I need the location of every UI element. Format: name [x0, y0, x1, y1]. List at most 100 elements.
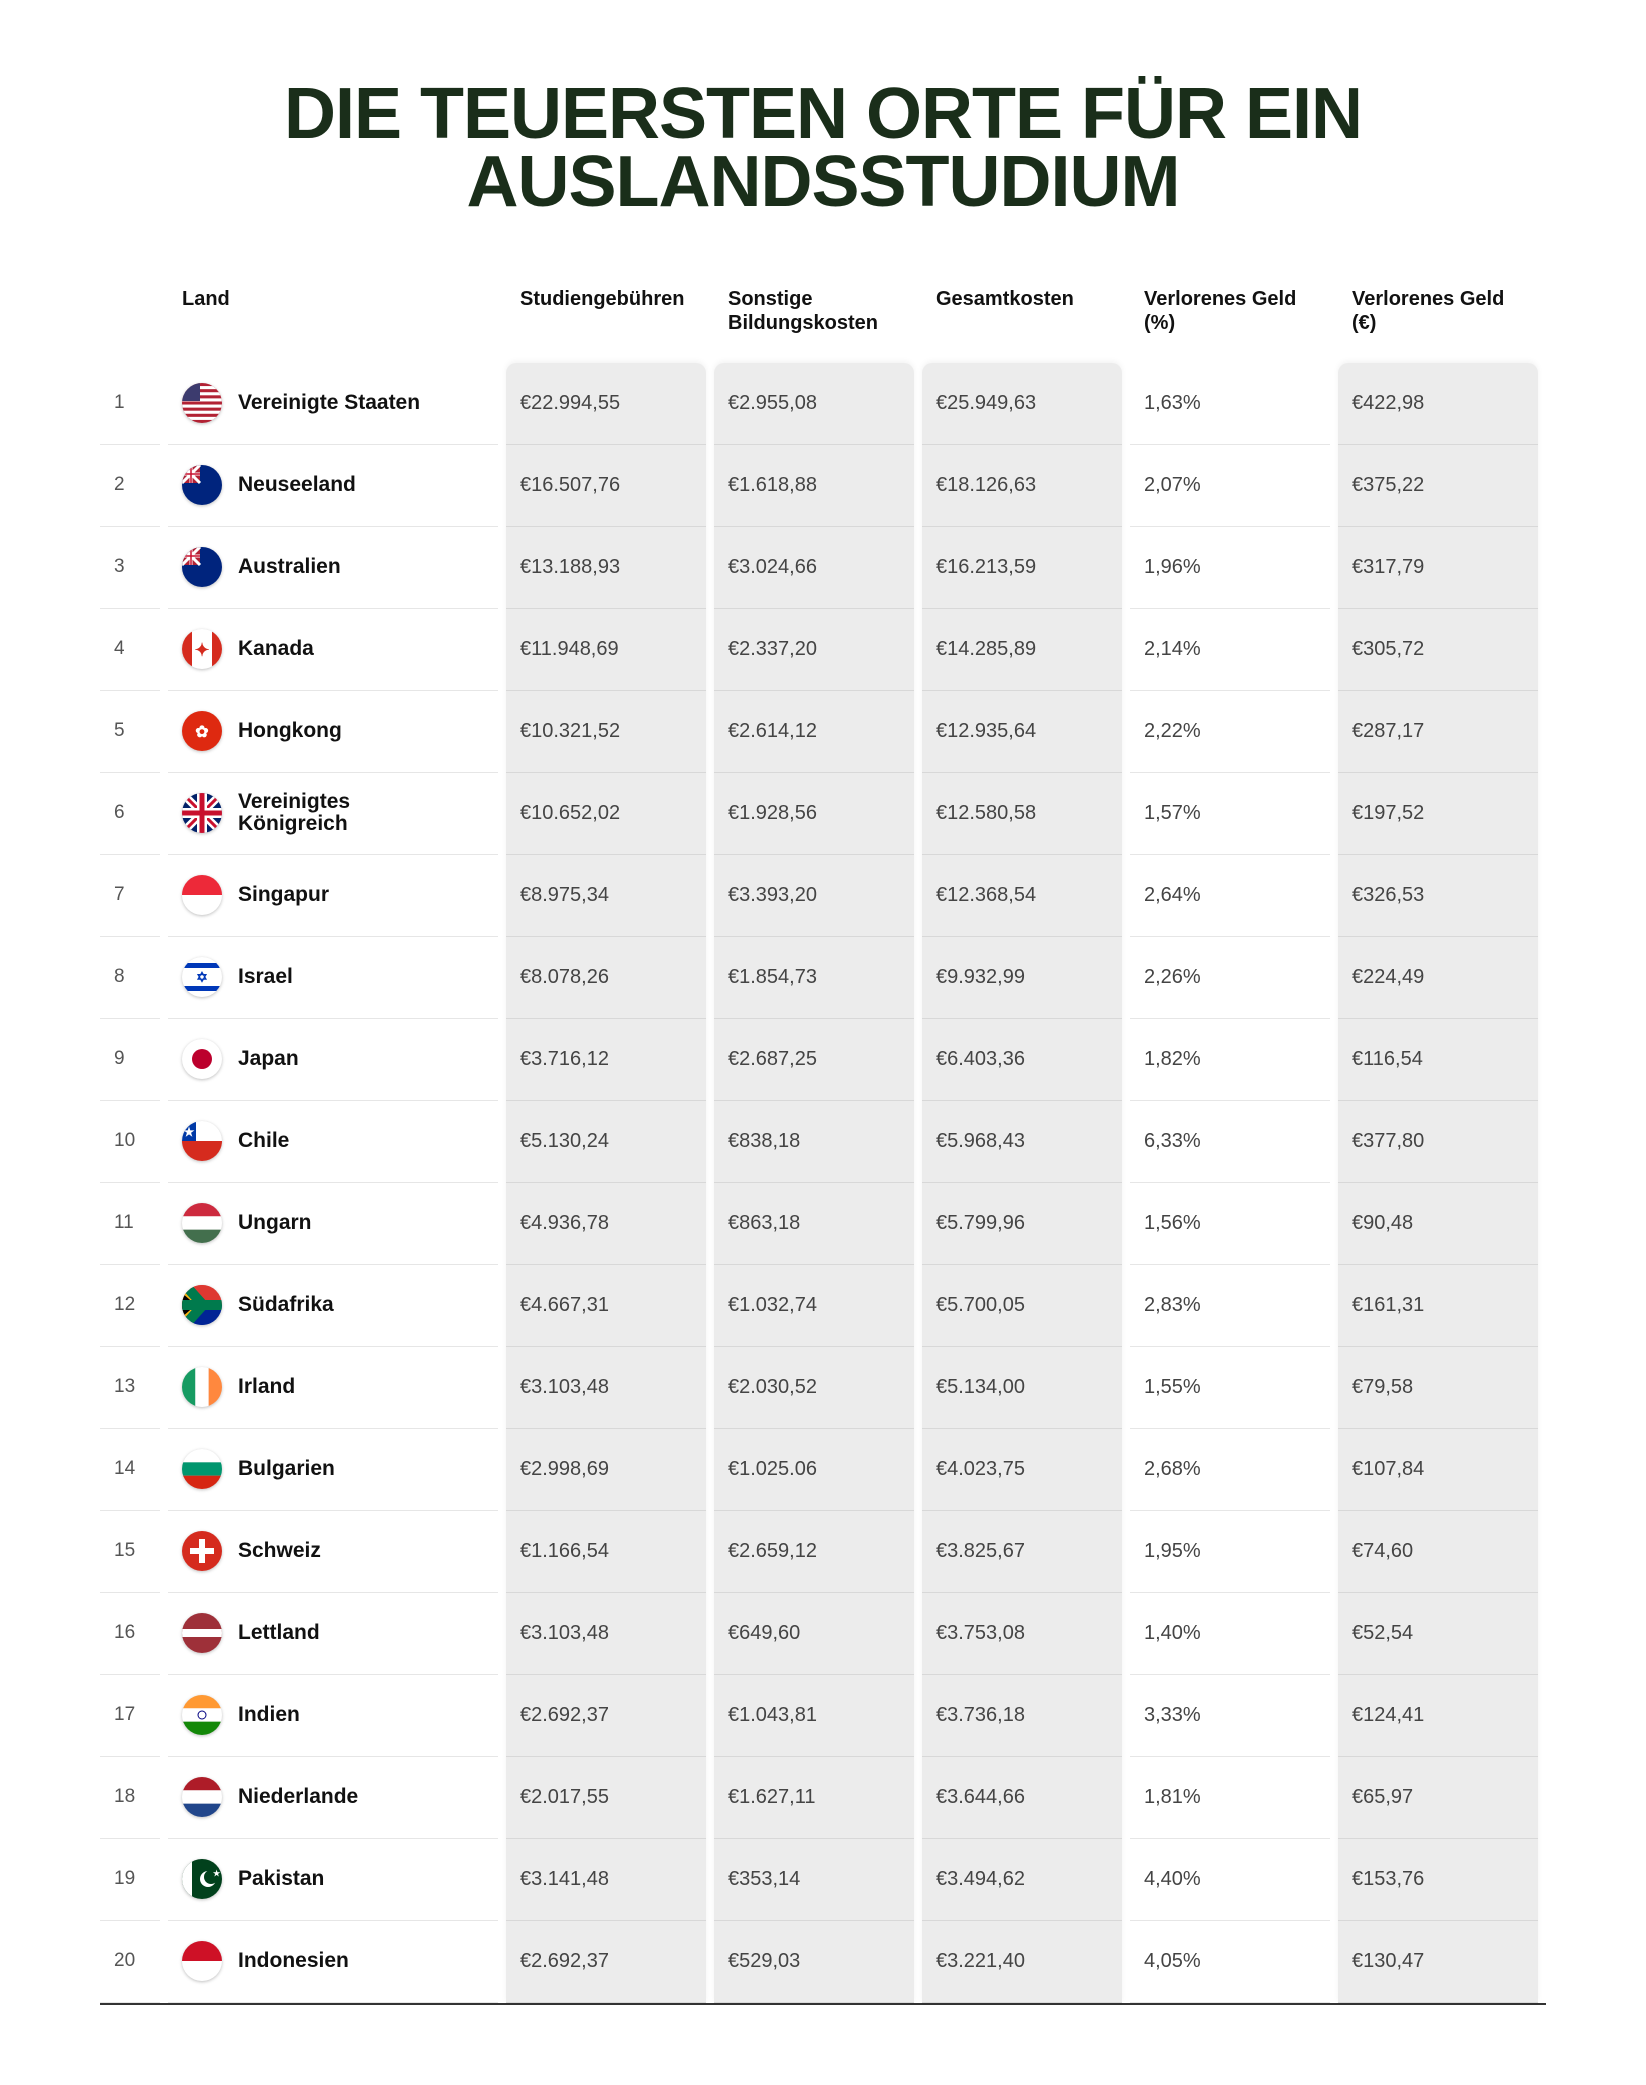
total-cell: €5.799,96: [922, 1183, 1122, 1265]
other-cell: €1.627,11: [714, 1757, 914, 1839]
col-other: Sonstige Bildungskosten: [714, 287, 914, 335]
lost-eur-cell: €375,22: [1338, 445, 1538, 527]
lost-eur-cell: €107,84: [1338, 1429, 1538, 1511]
country-cell: ★ Chile: [168, 1101, 498, 1183]
other-cell: €2.030,52: [714, 1347, 914, 1429]
lost-eur-cell: €377,80: [1338, 1101, 1538, 1183]
lost-eur-cell: €153,76: [1338, 1839, 1538, 1921]
country-name: Japan: [238, 1047, 299, 1071]
country-cell: Indien: [168, 1675, 498, 1757]
other-cell: €1.854,73: [714, 937, 914, 1019]
lost-pct-cell: 1,55%: [1130, 1347, 1330, 1429]
country-name: Chile: [238, 1129, 289, 1153]
flag-icon: ✡: [182, 957, 222, 997]
country-cell: Schweiz: [168, 1511, 498, 1593]
tuition-cell: €13.188,93: [506, 527, 706, 609]
total-cell: €5.700,05: [922, 1265, 1122, 1347]
col-lost-pct: Verlorenes Geld (%): [1130, 287, 1330, 335]
total-cell: €25.949,63: [922, 363, 1122, 445]
total-cell: €6.403,36: [922, 1019, 1122, 1101]
country-cell: Bulgarien: [168, 1429, 498, 1511]
lost-pct-cell: 1,56%: [1130, 1183, 1330, 1265]
lost-pct-cell: 1,81%: [1130, 1757, 1330, 1839]
country-cell: VereinigtesKönigreich: [168, 773, 498, 855]
country-cell: Niederlande: [168, 1757, 498, 1839]
country-name: Australien: [238, 555, 341, 579]
country-cell: ✡ Israel: [168, 937, 498, 1019]
tuition-cell: €16.507,76: [506, 445, 706, 527]
tuition-cell: €1.166,54: [506, 1511, 706, 1593]
flag-icon: [182, 793, 222, 833]
lost-eur-cell: €317,79: [1338, 527, 1538, 609]
country-name: Vereinigte Staaten: [238, 391, 420, 415]
lost-pct-cell: 2,26%: [1130, 937, 1330, 1019]
total-cell: €18.126,63: [922, 445, 1122, 527]
other-cell: €1.032,74: [714, 1265, 914, 1347]
country-cell: Lettland: [168, 1593, 498, 1675]
other-cell: €1.025.06: [714, 1429, 914, 1511]
total-cell: €3.753,08: [922, 1593, 1122, 1675]
tuition-cell: €2.692,37: [506, 1675, 706, 1757]
other-cell: €2.337,20: [714, 609, 914, 691]
table-header: Land Studiengebühren Sonstige Bildungsko…: [100, 287, 1546, 363]
flag-icon: [182, 1777, 222, 1817]
lost-eur-cell: €287,17: [1338, 691, 1538, 773]
country-name: Bulgarien: [238, 1457, 335, 1481]
rank-cell: 1: [100, 363, 160, 445]
tuition-cell: €3.716,12: [506, 1019, 706, 1101]
flag-icon: ★: [182, 1121, 222, 1161]
country-name: Israel: [238, 965, 293, 989]
rank-cell: 16: [100, 1593, 160, 1675]
flag-icon: [182, 1613, 222, 1653]
country-name: Hongkong: [238, 719, 342, 743]
col-lost-eur: Verlorenes Geld (€): [1338, 287, 1538, 335]
flag-icon: ✦: [182, 629, 222, 669]
flag-icon: [182, 1039, 222, 1079]
country-name: Singapur: [238, 883, 329, 907]
country-name: Lettland: [238, 1621, 320, 1645]
rank-cell: 5: [100, 691, 160, 773]
lost-eur-cell: €197,52: [1338, 773, 1538, 855]
page-title: DIE TEUERSTEN ORTE FÜR EIN AUSLANDSSTUDI…: [100, 80, 1546, 217]
country-name: Ungarn: [238, 1211, 312, 1235]
rank-cell: 9: [100, 1019, 160, 1101]
rank-cell: 12: [100, 1265, 160, 1347]
country-name: Pakistan: [238, 1867, 324, 1891]
rank-cell: 20: [100, 1921, 160, 2003]
svg-text:✦: ✦: [194, 640, 209, 660]
country-name: Kanada: [238, 637, 314, 661]
flag-icon: [182, 383, 222, 423]
total-cell: €9.932,99: [922, 937, 1122, 1019]
total-cell: €5.134,00: [922, 1347, 1122, 1429]
lost-pct-cell: 1,96%: [1130, 527, 1330, 609]
rank-cell: 17: [100, 1675, 160, 1757]
tuition-cell: €4.667,31: [506, 1265, 706, 1347]
flag-icon: [182, 1941, 222, 1981]
other-cell: €2.614,12: [714, 691, 914, 773]
country-cell: Australien: [168, 527, 498, 609]
total-cell: €16.213,59: [922, 527, 1122, 609]
svg-text:★: ★: [184, 1125, 195, 1139]
lost-eur-cell: €52,54: [1338, 1593, 1538, 1675]
tuition-cell: €8.975,34: [506, 855, 706, 937]
lost-eur-cell: €224,49: [1338, 937, 1538, 1019]
other-cell: €838,18: [714, 1101, 914, 1183]
tuition-cell: €2.998,69: [506, 1429, 706, 1511]
tuition-cell: €2.692,37: [506, 1921, 706, 2003]
lost-eur-cell: €422,98: [1338, 363, 1538, 445]
total-cell: €4.023,75: [922, 1429, 1122, 1511]
country-cell: Südafrika: [168, 1265, 498, 1347]
total-cell: €3.494,62: [922, 1839, 1122, 1921]
rank-cell: 15: [100, 1511, 160, 1593]
lost-eur-cell: €124,41: [1338, 1675, 1538, 1757]
country-cell: Neuseeland: [168, 445, 498, 527]
rank-cell: 19: [100, 1839, 160, 1921]
other-cell: €353,14: [714, 1839, 914, 1921]
flag-icon: [182, 1531, 222, 1571]
svg-text:✡: ✡: [196, 969, 208, 985]
lost-pct-cell: 1,57%: [1130, 773, 1330, 855]
tuition-cell: €10.321,52: [506, 691, 706, 773]
total-cell: €12.580,58: [922, 773, 1122, 855]
country-name: Indien: [238, 1703, 300, 1727]
flag-icon: [182, 875, 222, 915]
